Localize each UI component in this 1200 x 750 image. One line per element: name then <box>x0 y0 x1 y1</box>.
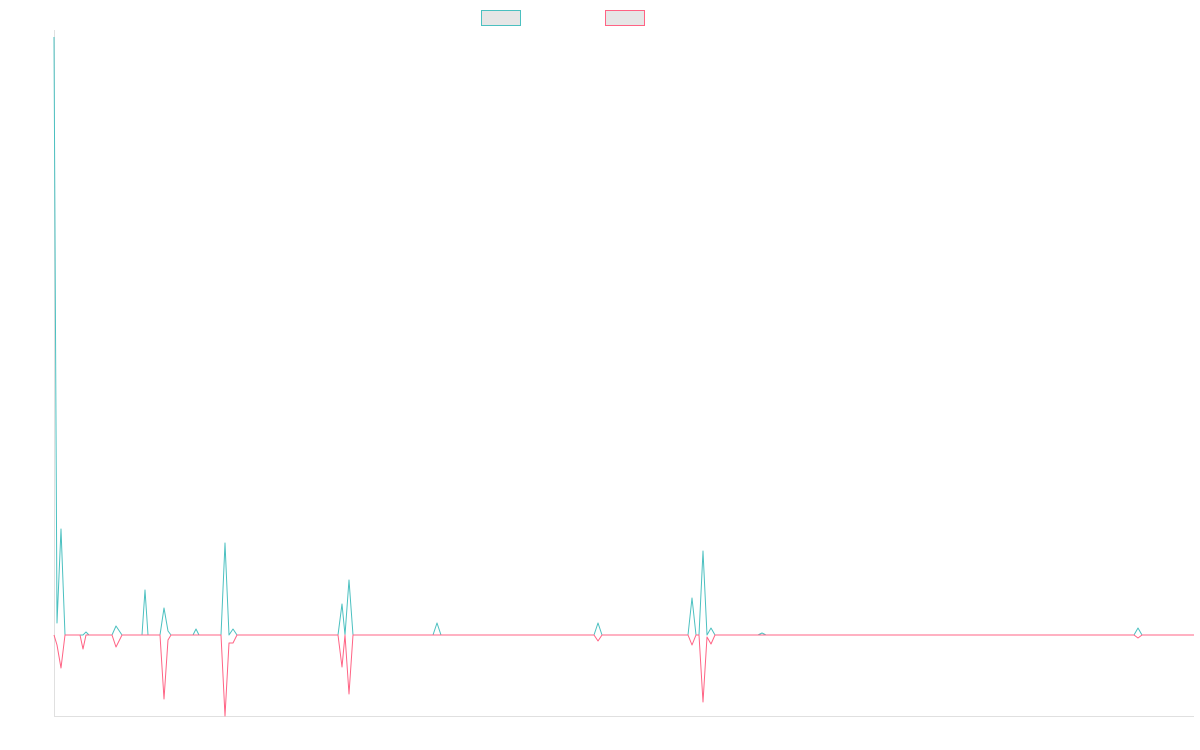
line-series <box>53 634 1194 717</box>
line-series <box>53 36 1194 636</box>
legend-swatch <box>481 10 521 26</box>
legend-swatch <box>605 10 645 26</box>
